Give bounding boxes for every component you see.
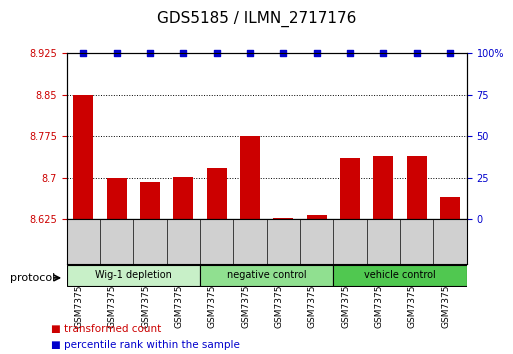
Text: GDS5185 / ILMN_2717176: GDS5185 / ILMN_2717176 bbox=[157, 11, 356, 27]
Point bbox=[346, 50, 354, 56]
Text: ■ percentile rank within the sample: ■ percentile rank within the sample bbox=[51, 340, 240, 350]
FancyBboxPatch shape bbox=[333, 265, 467, 286]
Bar bbox=[173, 177, 193, 219]
Point bbox=[179, 50, 187, 56]
Point bbox=[312, 50, 321, 56]
Point bbox=[79, 50, 87, 56]
Bar bbox=[407, 156, 427, 219]
Point bbox=[412, 50, 421, 56]
Bar bbox=[73, 95, 93, 219]
FancyBboxPatch shape bbox=[200, 265, 333, 286]
FancyBboxPatch shape bbox=[67, 265, 200, 286]
Point bbox=[379, 50, 388, 56]
Text: negative control: negative control bbox=[227, 270, 307, 280]
Bar bbox=[207, 168, 227, 219]
Point bbox=[446, 50, 454, 56]
Text: vehicle control: vehicle control bbox=[364, 270, 436, 280]
Bar bbox=[373, 156, 393, 219]
Point bbox=[279, 50, 287, 56]
Bar bbox=[140, 182, 160, 219]
Bar bbox=[273, 218, 293, 219]
Bar bbox=[240, 136, 260, 219]
Bar bbox=[107, 178, 127, 219]
Point bbox=[212, 50, 221, 56]
Point bbox=[146, 50, 154, 56]
Text: Wig-1 depletion: Wig-1 depletion bbox=[95, 270, 172, 280]
Bar bbox=[440, 197, 460, 219]
Point bbox=[246, 50, 254, 56]
Bar bbox=[307, 215, 327, 219]
Point bbox=[112, 50, 121, 56]
Text: protocol: protocol bbox=[10, 273, 55, 283]
Bar bbox=[340, 159, 360, 219]
Text: ■ transformed count: ■ transformed count bbox=[51, 324, 162, 334]
